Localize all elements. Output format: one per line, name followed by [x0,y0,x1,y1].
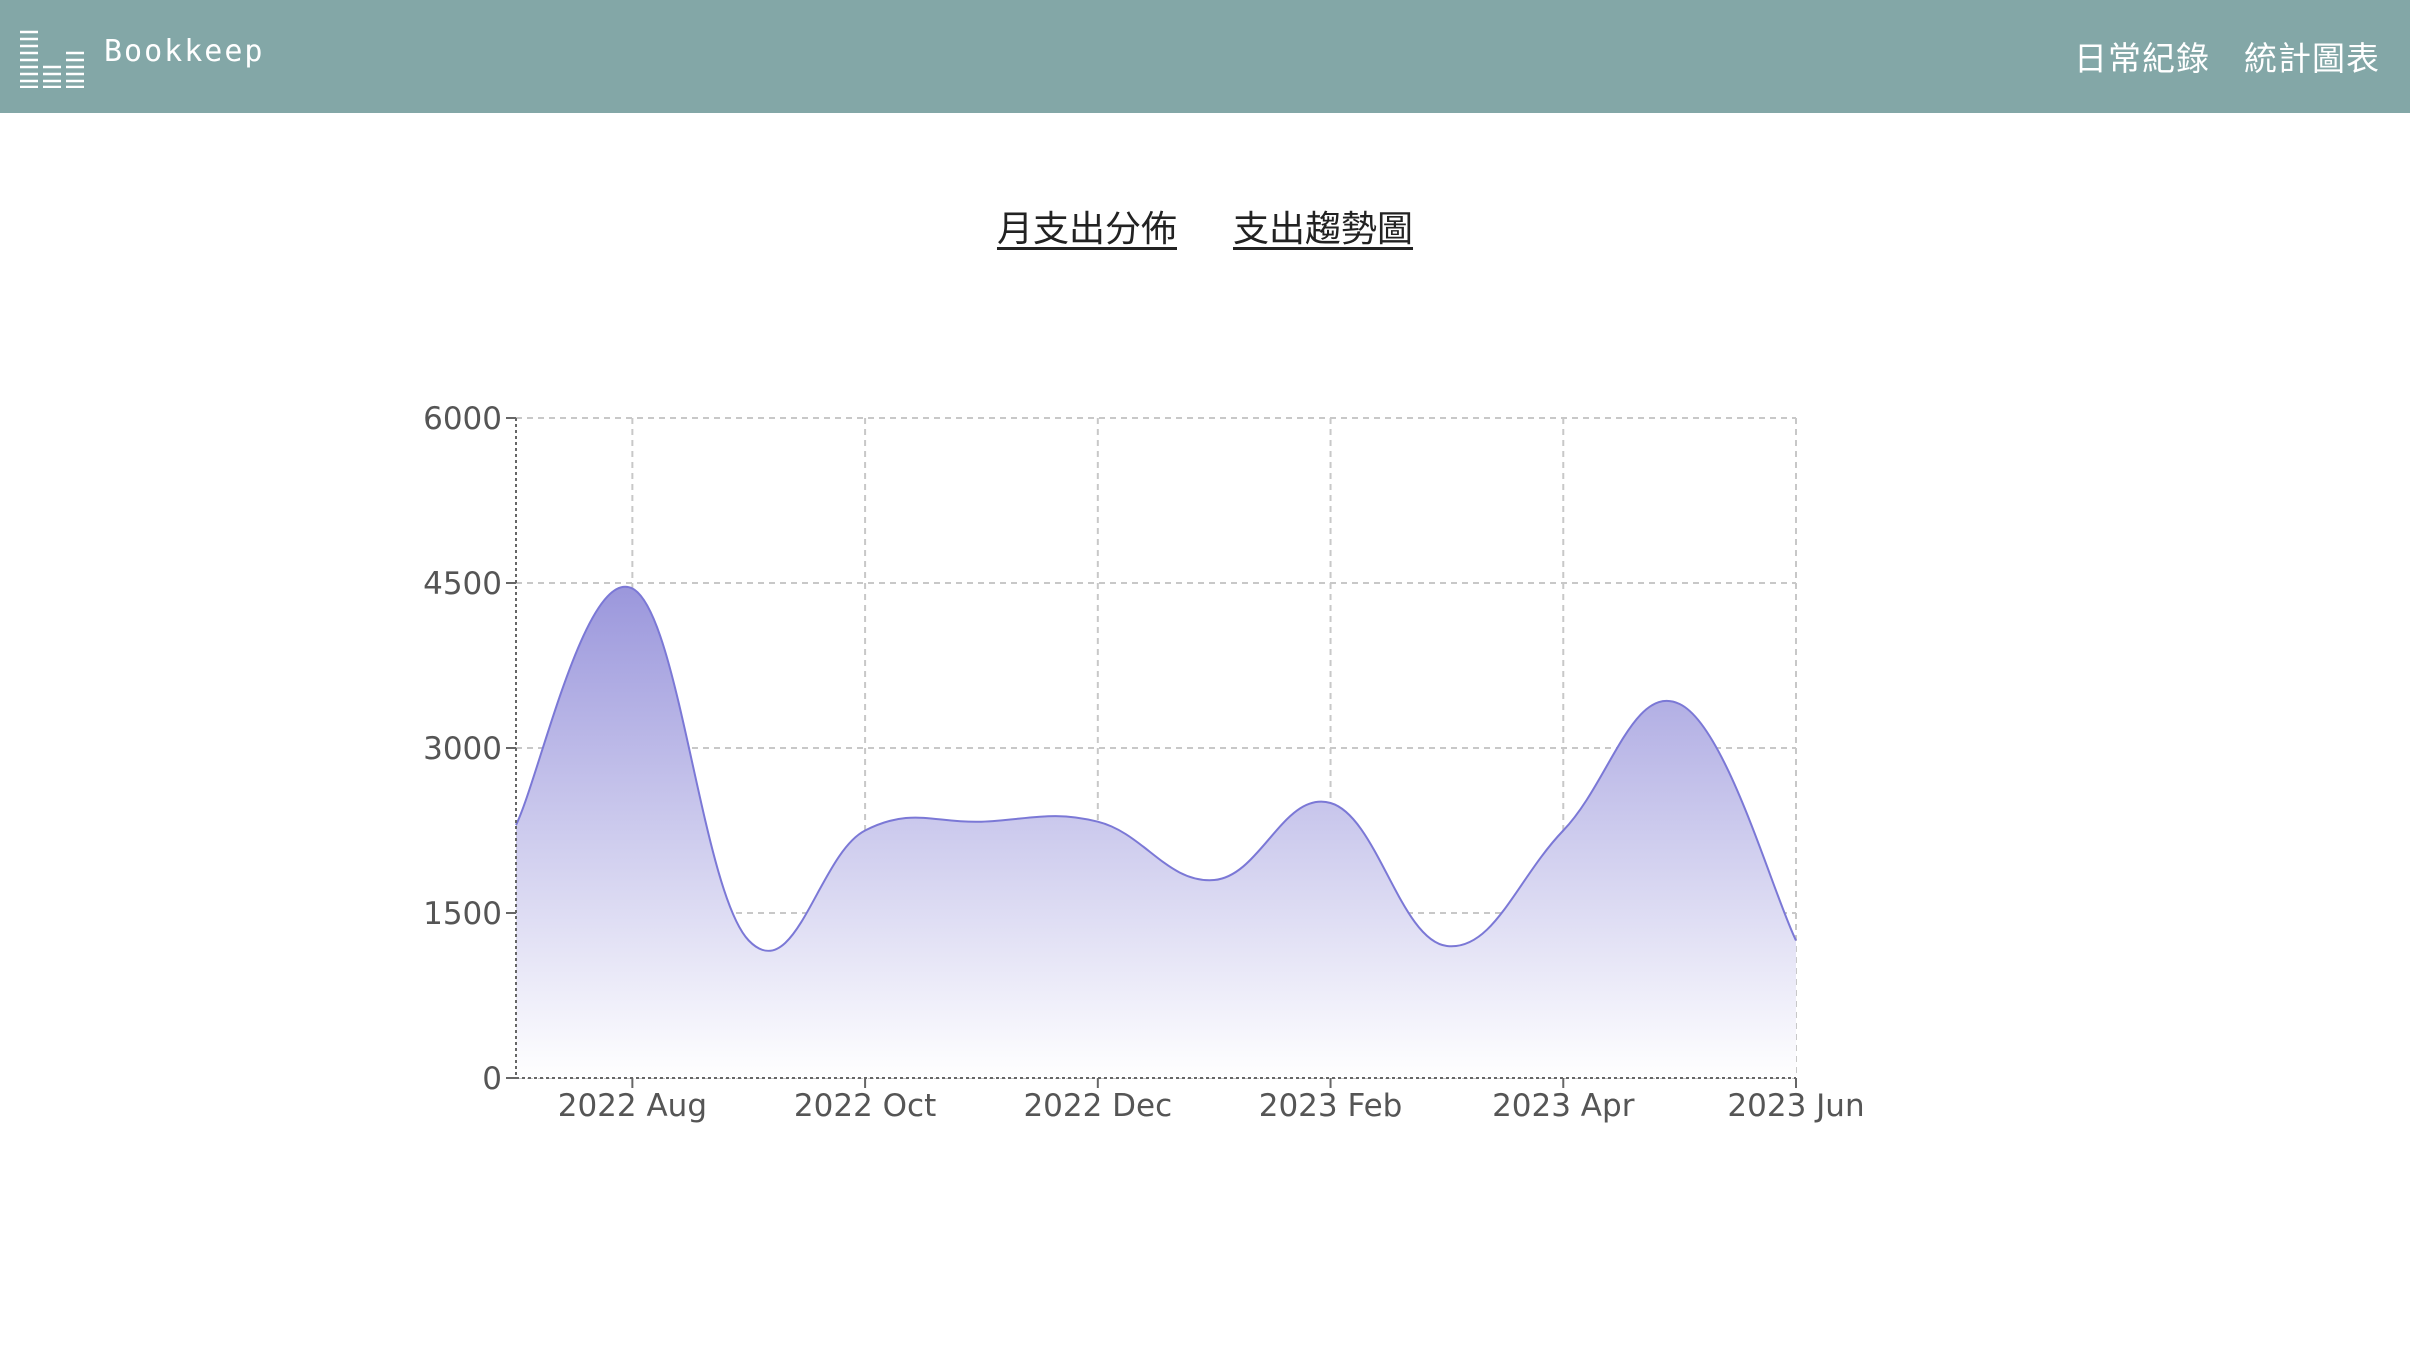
x-tick-label: 2023 Apr [1492,1088,1635,1124]
nav-statistics-charts[interactable]: 統計圖表 [2244,39,2380,78]
brand-name: Bookkeep [104,34,265,69]
y-tick-label: 6000 [423,401,502,437]
top-navbar: Bookkeep 日常紀錄 統計圖表 [0,0,2410,113]
y-tick-label: 4500 [423,566,502,602]
series-area [516,586,1796,1078]
tab-expense-trend[interactable]: 支出趨勢圖 [1233,209,1414,250]
x-tick-label: 2022 Oct [794,1088,936,1124]
series-line [515,585,1797,952]
y-tick-label: 0 [482,1061,502,1097]
x-tick-label: 2022 Aug [558,1088,707,1124]
y-tick-label: 3000 [423,731,502,767]
chart-tabs: 月支出分佈 支出趨勢圖 [0,200,2410,252]
brand-logo[interactable]: Bookkeep [20,30,265,88]
y-tick-label: 1500 [423,896,502,932]
nav-daily-records[interactable]: 日常紀錄 [2074,39,2210,78]
equalizer-bars-icon [20,30,84,88]
main-nav: 日常紀錄 統計圖表 [2074,32,2380,80]
tab-monthly-distribution[interactable]: 月支出分佈 [996,209,1177,250]
x-tick-label: 2023 Feb [1259,1088,1403,1124]
x-tick-label: 2022 Dec [1023,1088,1172,1124]
x-tick-label: 2023 Jun [1727,1088,1864,1124]
